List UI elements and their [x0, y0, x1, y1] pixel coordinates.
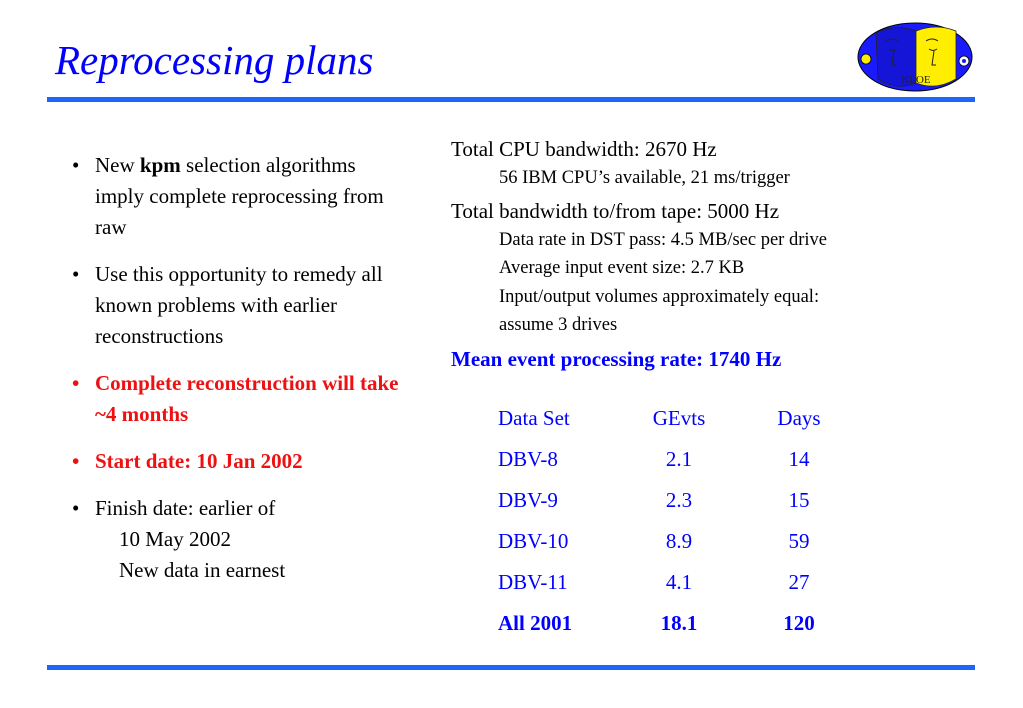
- bullet-text: Complete reconstruction will take ~4 mon…: [95, 371, 399, 426]
- tape-detail: Data rate in DST pass: 4.5 MB/sec per dr…: [499, 229, 827, 250]
- table-cell: 14: [788, 447, 810, 471]
- tape-detail: Average input event size: 2.7 KB: [499, 258, 745, 278]
- table-row: DBV-10 8.9 59: [498, 521, 864, 562]
- bullet-text: Finish date: earlier of: [95, 496, 276, 520]
- list-item: • New kpm selection algorithms imply com…: [70, 150, 400, 243]
- table-cell: 59: [788, 529, 810, 553]
- table-cell: 15: [788, 488, 810, 512]
- table-header: Days: [777, 406, 821, 430]
- tape-detail: Input/output volumes approximately equal…: [499, 286, 820, 307]
- bullet-text: Use this opportunity to remedy all known…: [95, 262, 383, 348]
- bullet-dot: •: [72, 371, 80, 395]
- table-cell: DBV-11: [498, 570, 568, 594]
- table-row: DBV-8 2.1 14: [498, 439, 864, 480]
- bullet-subline: 10 May 2002: [119, 527, 231, 551]
- list-item: • Complete reconstruction will take ~4 m…: [70, 368, 400, 430]
- cpu-bandwidth: Total CPU bandwidth: 2670 Hz: [451, 137, 717, 161]
- processing-rate: Mean event processing rate: 1740 Hz: [451, 346, 782, 371]
- table-cell: 2.3: [665, 488, 693, 512]
- bullet-list: • New kpm selection algorithms imply com…: [70, 150, 400, 602]
- list-item: • Finish date: earlier of 10 May 2002 Ne…: [70, 493, 400, 586]
- cpu-detail: 56 IBM CPU’s available, 21 ms/trigger: [499, 168, 790, 188]
- kloe-logo-icon: KLOE: [857, 22, 973, 92]
- table-cell: 27: [788, 570, 810, 594]
- table-cell: 4.1: [665, 570, 693, 594]
- table-cell: 2.1: [665, 447, 693, 471]
- table-header-row: Data Set GEvts Days: [498, 398, 864, 439]
- table-cell: DBV-9: [498, 488, 558, 512]
- table-cell: All 2001: [498, 611, 573, 635]
- table-header: GEvts: [652, 406, 706, 430]
- bullet-dot: •: [72, 153, 80, 177]
- table-cell: DBV-8: [498, 447, 558, 471]
- footer-divider: [47, 665, 975, 670]
- bullet-bold-text: kpm: [139, 153, 181, 177]
- table-cell: 120: [783, 611, 815, 635]
- table-cell: 8.9: [665, 529, 693, 553]
- list-item: • Start date: 10 Jan 2002: [70, 446, 400, 477]
- bullet-dot: •: [72, 449, 80, 473]
- table-row: DBV-11 4.1 27: [498, 562, 864, 603]
- table-row: DBV-9 2.3 15: [498, 480, 864, 521]
- bullet-text: selection algorithms imply complete repr…: [95, 153, 384, 239]
- dataset-table: Data Set GEvts Days DBV-8 2.1 14 DBV-9 2…: [498, 398, 864, 644]
- table-header: Data Set: [498, 406, 570, 430]
- bullet-text: New: [95, 153, 140, 177]
- page-title: Reprocessing plans: [55, 37, 374, 83]
- specs-panel: Total CPU bandwidth: 2670 Hz 56 IBM CPU’…: [451, 134, 971, 374]
- tape-detail: assume 3 drives: [499, 315, 618, 335]
- table-cell: 18.1: [660, 611, 698, 635]
- logo-text: KLOE: [901, 74, 931, 86]
- tape-bandwidth: Total bandwidth to/from tape: 5000 Hz: [451, 198, 780, 223]
- table-total-row: All 2001 18.1 120: [498, 603, 864, 644]
- table-cell: DBV-10: [498, 529, 569, 553]
- bullet-subline: New data in earnest: [119, 558, 286, 582]
- list-item: • Use this opportunity to remedy all kno…: [70, 259, 400, 352]
- bullet-dot: •: [72, 496, 80, 520]
- bullet-dot: •: [72, 262, 80, 286]
- bullet-text: Start date: 10 Jan 2002: [95, 449, 303, 473]
- title-divider: [47, 97, 975, 102]
